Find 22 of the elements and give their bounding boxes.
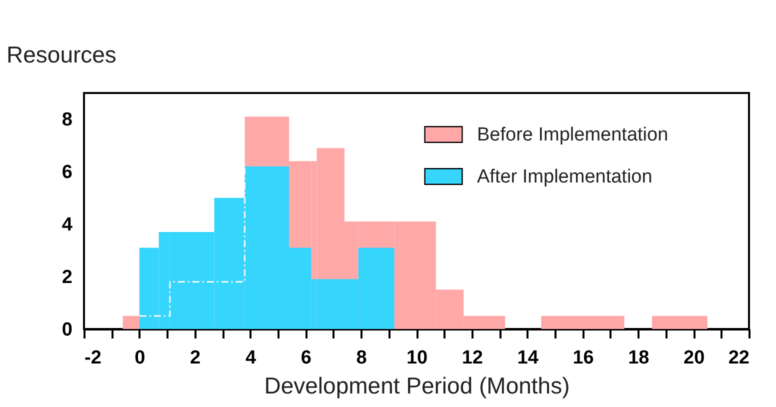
x-tick-label: 16 [572, 348, 594, 368]
x-tick-label: 20 [684, 348, 705, 368]
x-tick-label: 2 [190, 348, 201, 368]
y-tick-label: 8 [62, 110, 72, 131]
y-axis-title: Resources [6, 42, 116, 68]
x-tick-label: 12 [462, 348, 483, 368]
y-tick-label: 2 [62, 267, 72, 288]
x-tick-label: 0 [134, 348, 146, 368]
x-tick-label: 18 [628, 348, 650, 368]
legend-label: Before Implementation [477, 124, 668, 146]
x-tick-label: 22 [728, 348, 750, 368]
y-tick-label: 4 [62, 214, 73, 236]
x-tick-label: -2 [84, 348, 102, 368]
x-tick-label: 14 [517, 348, 539, 368]
y-tick-label: 6 [62, 162, 72, 184]
x-axis-title: Development Period (Months) [264, 372, 570, 398]
x-tick-label: 10 [406, 348, 428, 368]
y-tick-label: 0 [62, 320, 72, 340]
legend-label: After Implementation [477, 166, 652, 188]
x-tick-label: 6 [300, 348, 312, 368]
x-tick-label: 8 [356, 348, 367, 368]
x-tick-label: 4 [245, 348, 256, 368]
